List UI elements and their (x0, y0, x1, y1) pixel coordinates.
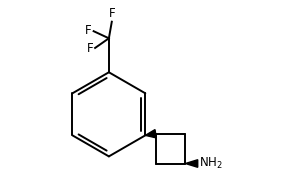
Text: F: F (85, 24, 92, 37)
Text: NH$_2$: NH$_2$ (199, 156, 223, 171)
Text: F: F (87, 42, 93, 55)
Polygon shape (145, 130, 156, 138)
Text: F: F (108, 7, 115, 20)
Polygon shape (185, 160, 198, 167)
